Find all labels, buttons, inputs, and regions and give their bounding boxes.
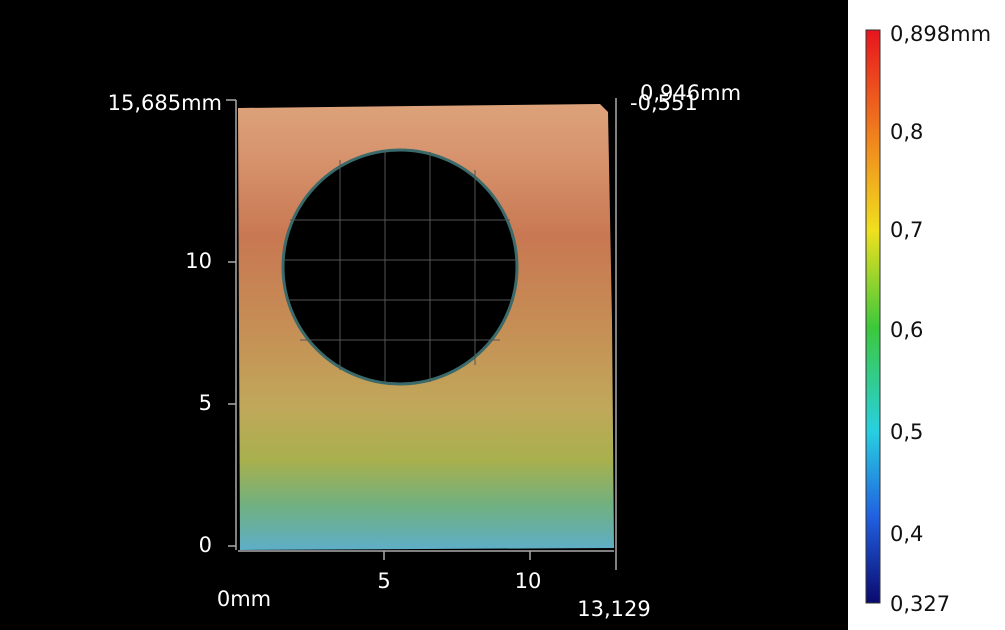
z-axis-label: 0,946mm	[640, 81, 741, 105]
z-axis-label: -0,551	[630, 91, 698, 115]
y-axis-label: 10	[185, 249, 212, 273]
y-axis-label: 5	[199, 391, 212, 415]
colorbar-label: 0,4	[890, 522, 923, 546]
colorbar-label: 0,8	[890, 120, 923, 144]
colorbar-label: 0,7	[890, 218, 923, 242]
y-axis-label: 15,685mm	[108, 91, 222, 115]
x-axis-label: 10	[515, 569, 542, 593]
colorbar	[865, 29, 881, 604]
colorbar-label: 0,327	[890, 592, 950, 616]
colorbar-label: 0,5	[890, 420, 923, 444]
x-axis-label: 0mm	[217, 587, 271, 611]
hole-grid	[284, 152, 516, 383]
colorbar-label: 0,898mm	[890, 22, 991, 46]
hole	[281, 148, 519, 386]
x-axis-label: 5	[377, 569, 390, 593]
axes	[226, 98, 617, 570]
colorbar-label: 0,6	[890, 318, 923, 342]
y-axis-label: 0	[199, 533, 212, 557]
x-axis-label: 13,129	[577, 597, 650, 621]
